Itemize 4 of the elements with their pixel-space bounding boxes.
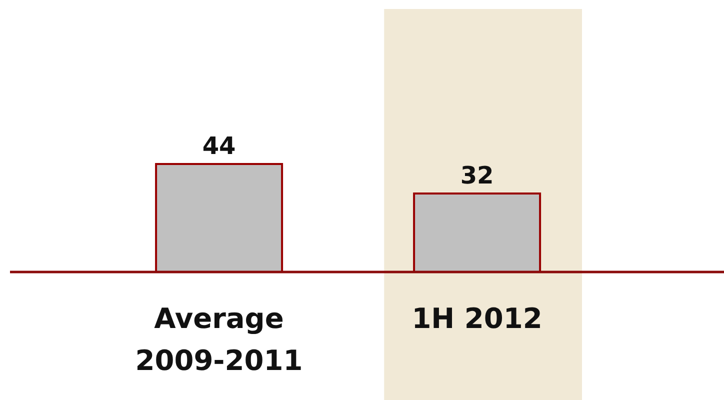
data-label: 32: [460, 161, 494, 190]
data-label: 44: [202, 132, 236, 160]
x-tick-label: 1H 2012: [412, 302, 542, 335]
x-tick-label: Average 2009-2011: [135, 302, 303, 377]
